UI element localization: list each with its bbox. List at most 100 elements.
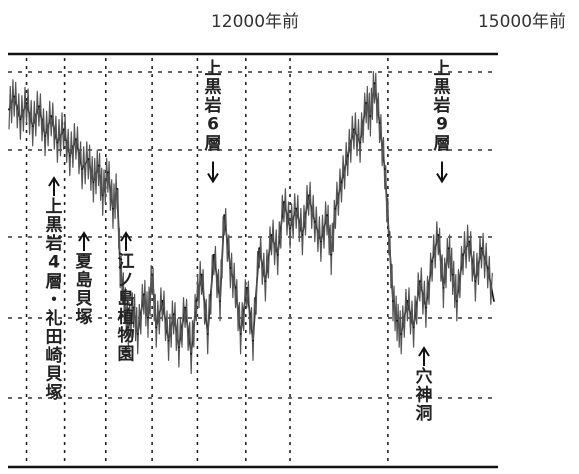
annotation-char-5-0: 穴 — [416, 366, 433, 387]
x-tick-label-15000: 15000年前 — [478, 12, 566, 32]
annotation-arrow-head-0 — [207, 172, 219, 184]
data-point-55 — [313, 220, 316, 223]
annotation-char-4-0: 江 — [118, 252, 135, 272]
data-point-50 — [283, 201, 285, 203]
annotation-char-2-1: 黒 — [46, 216, 63, 236]
data-point-28 — [155, 326, 158, 329]
data-point-38 — [213, 253, 215, 256]
annotation-char-3-2: 貝 — [76, 289, 93, 309]
data-point-26 — [147, 316, 149, 319]
data-point-2 — [19, 118, 22, 121]
annotation-char-4-5: 園 — [118, 345, 135, 365]
data-point-5 — [38, 105, 40, 108]
data-point-19 — [116, 187, 118, 190]
data-point-48 — [270, 234, 273, 236]
data-point-78 — [437, 234, 440, 236]
data-point-81 — [451, 273, 454, 276]
data-point-9 — [62, 128, 65, 131]
data-point-47 — [264, 280, 267, 283]
data-point-86 — [480, 247, 483, 250]
data-point-1 — [13, 95, 16, 98]
annotation-arrow-head-2 — [48, 176, 60, 187]
annotation-char-2-0: 上 — [46, 197, 63, 217]
data-point-42 — [234, 286, 237, 289]
data-point-72 — [400, 333, 403, 335]
data-point-83 — [462, 253, 464, 256]
data-point-43 — [239, 333, 242, 335]
data-point-16 — [101, 194, 104, 197]
data-point-70 — [392, 300, 394, 302]
annotation-char-4-3: 植 — [118, 307, 135, 328]
annotation-char-2-2: 岩 — [45, 233, 63, 254]
annotation-char-2-9: 貝 — [46, 365, 63, 385]
data-point-7 — [50, 115, 53, 118]
data-point-17 — [107, 171, 109, 174]
annotation-char-1-4: 層 — [434, 134, 451, 154]
data-point-10 — [68, 154, 71, 157]
data-point-12 — [81, 168, 83, 170]
data-point-52 — [295, 207, 298, 210]
data-point-25 — [143, 293, 145, 296]
annotation-char-2-7: 田 — [46, 328, 63, 348]
data-point-82 — [455, 300, 458, 302]
x-tick-label-12000: 12000年前 — [211, 12, 299, 32]
data-point-31 — [172, 313, 175, 316]
data-point-59 — [334, 207, 337, 210]
annotation-char-0-1: 黒 — [205, 78, 222, 98]
data-point-27 — [151, 273, 154, 276]
annotation-char-1-0: 上 — [434, 59, 451, 79]
data-point-80 — [447, 247, 450, 250]
data-point-61 — [346, 154, 349, 157]
data-point-57 — [326, 214, 328, 217]
data-point-54 — [307, 194, 310, 197]
data-point-23 — [132, 306, 135, 309]
annotation-char-2-3: 4 — [48, 253, 60, 273]
data-point-36 — [200, 273, 203, 276]
annotation-char-5-2: 洞 — [416, 404, 433, 424]
annotation-5: 穴神洞 — [416, 346, 433, 424]
annotation-char-4-4: 物 — [118, 325, 135, 346]
series-trace-group — [8, 71, 495, 375]
data-point-4 — [31, 125, 34, 127]
series-detail-0 — [8, 71, 493, 375]
data-point-87 — [486, 267, 489, 269]
data-point-30 — [167, 339, 170, 342]
annotation-char-1-1: 黒 — [434, 78, 451, 98]
data-point-3 — [25, 102, 28, 104]
data-point-29 — [161, 300, 164, 302]
annotation-char-4-1: ノ — [118, 271, 135, 291]
annotation-char-0-0: 上 — [205, 59, 222, 79]
data-point-39 — [219, 300, 222, 302]
data-point-56 — [320, 240, 322, 243]
data-point-33 — [184, 306, 187, 309]
annotation-char-2-4: 層 — [46, 272, 63, 292]
data-point-75 — [418, 280, 421, 283]
annotation-char-3-3: 塚 — [76, 308, 93, 328]
data-point-46 — [258, 247, 261, 250]
annotation-char-2-5: ・ — [46, 291, 63, 311]
annotation-char-5-1: 神 — [416, 385, 433, 406]
data-point-44 — [245, 286, 248, 289]
data-point-65 — [369, 115, 372, 118]
data-point-53 — [301, 234, 304, 236]
data-point-84 — [468, 240, 471, 243]
data-point-88 — [493, 300, 495, 302]
annotation-char-1-2: 岩 — [433, 95, 451, 116]
data-point-35 — [195, 300, 198, 302]
annotation-char-2-6: 礼 — [46, 308, 63, 329]
annotation-char-1-3: 9 — [436, 115, 448, 135]
data-point-62 — [353, 128, 355, 131]
data-point-58 — [330, 253, 333, 256]
annotation-arrow-head-3 — [78, 231, 90, 242]
annotation-char-3-1: 島 — [76, 270, 93, 291]
data-point-67 — [378, 121, 381, 124]
data-point-22 — [127, 326, 130, 329]
data-point-64 — [365, 102, 368, 104]
data-point-13 — [87, 158, 90, 161]
data-point-24 — [136, 333, 139, 335]
